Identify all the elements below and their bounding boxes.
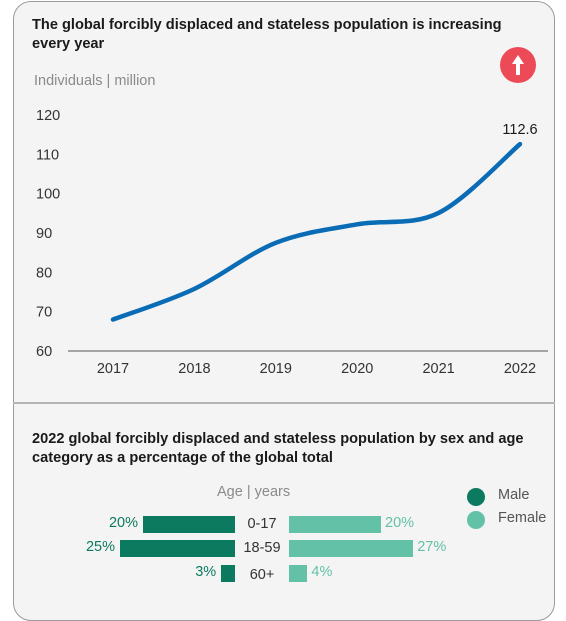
y-tick-label: 70 bbox=[36, 305, 52, 321]
bar-chart-title: 2022 global forcibly displaced and state… bbox=[32, 430, 552, 468]
legend-female-label: Female bbox=[498, 510, 546, 526]
legend-female-swatch bbox=[467, 511, 485, 529]
y-tick-label: 110 bbox=[36, 147, 59, 163]
series-line bbox=[113, 144, 520, 319]
female-value-label: 20% bbox=[385, 515, 414, 531]
x-tick-label: 2017 bbox=[97, 361, 129, 377]
male-value-label: 20% bbox=[109, 515, 138, 531]
male-value-label: 25% bbox=[86, 539, 115, 555]
male-bar bbox=[143, 516, 235, 533]
data-label: 112.6 bbox=[502, 122, 537, 138]
legend-male-label: Male bbox=[498, 487, 529, 503]
age-category-label: 0-17 bbox=[235, 516, 289, 532]
age-category-label: 18-59 bbox=[235, 540, 289, 556]
y-tick-label: 120 bbox=[36, 108, 60, 124]
x-tick-label: 2018 bbox=[178, 361, 210, 377]
age-axis-label: Age | years bbox=[217, 484, 290, 500]
x-tick-label: 2020 bbox=[341, 361, 373, 377]
x-tick-label: 2022 bbox=[504, 361, 536, 377]
x-tick-label: 2021 bbox=[422, 361, 454, 377]
female-bar bbox=[289, 540, 413, 557]
age-category-label: 60+ bbox=[235, 567, 289, 583]
y-tick-label: 90 bbox=[36, 226, 52, 242]
female-bar bbox=[289, 516, 381, 533]
y-tick-label: 60 bbox=[36, 344, 52, 360]
female-value-label: 27% bbox=[417, 539, 446, 555]
y-tick-label: 100 bbox=[36, 187, 60, 203]
x-tick-label: 2019 bbox=[260, 361, 292, 377]
male-bar bbox=[221, 565, 235, 582]
male-bar bbox=[120, 540, 235, 557]
y-tick-label: 80 bbox=[36, 265, 52, 281]
female-bar bbox=[289, 565, 307, 582]
female-value-label: 4% bbox=[311, 564, 332, 580]
male-value-label: 3% bbox=[195, 564, 216, 580]
legend-male-swatch bbox=[467, 488, 485, 506]
